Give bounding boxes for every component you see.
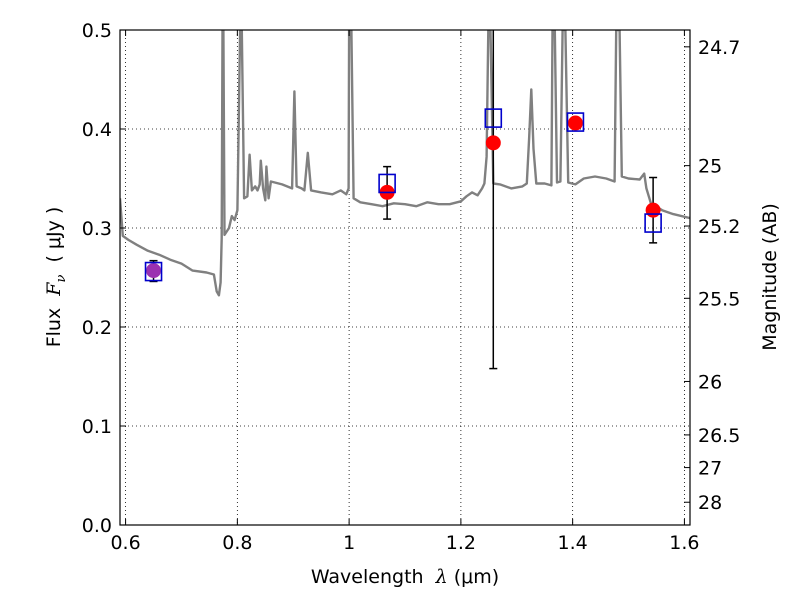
y-tick-label: 0.1 xyxy=(82,416,112,438)
x-tick-label: 0.6 xyxy=(110,532,140,554)
y2-tick-label: 24.7 xyxy=(698,37,740,59)
y-tick-label: 0.2 xyxy=(82,317,112,339)
x-axis-label: Wavelength λ (μm) xyxy=(311,566,499,588)
y2-tick-label: 27 xyxy=(698,458,722,480)
observed-point xyxy=(485,135,501,151)
y2-tick-label: 25.5 xyxy=(698,288,740,310)
model-photometry-point xyxy=(566,112,585,132)
error-bars xyxy=(149,30,658,370)
model-photometry-point xyxy=(144,261,163,282)
model-spectrum xyxy=(120,30,690,297)
model-photometry-point xyxy=(484,108,503,128)
y2-tick-label: 28 xyxy=(698,492,722,514)
y-axis-label-prefix: Flux xyxy=(43,296,65,348)
model-photometry-point xyxy=(644,213,662,233)
y-tick-label: 0.4 xyxy=(82,119,112,141)
model-photometry-points xyxy=(144,108,662,282)
grid-lines xyxy=(120,29,690,526)
x-axis-label-unit: (μm) xyxy=(448,566,499,588)
x-tick-label: 0.8 xyxy=(222,532,252,554)
x-axis: 0.6 0.8 1 1.2 1.4 1.6 xyxy=(110,30,700,554)
y2-tick-label: 26.5 xyxy=(698,425,740,447)
x-tick-label: 1.2 xyxy=(446,532,476,554)
y2-tick-label: 25.2 xyxy=(698,216,740,238)
x-tick-label: 1 xyxy=(343,532,355,554)
y-tick-label: 0.5 xyxy=(82,20,112,42)
observed-point xyxy=(645,202,661,218)
x-axis-label-symbol: λ xyxy=(435,566,448,588)
model-photometry-point xyxy=(378,173,396,194)
y-axis-label: Flux Fν ( μJy ) xyxy=(43,207,69,348)
plot-frame xyxy=(119,29,691,526)
y2-tick-label: 26 xyxy=(698,371,722,393)
y-tick-label: 0.3 xyxy=(82,218,112,240)
observed-point xyxy=(146,263,162,279)
x-tick-label: 1.6 xyxy=(669,532,699,554)
model-spectrum-line xyxy=(120,30,690,297)
y2-axis-label: Magnitude (AB) xyxy=(759,203,781,351)
x-axis-label-prefix: Wavelength xyxy=(311,566,436,588)
observed-point xyxy=(567,115,583,131)
y2-tick-label: 25 xyxy=(698,156,722,178)
x-tick-label: 1.4 xyxy=(558,532,588,554)
y-axis-label-symbol: F xyxy=(43,282,65,297)
y-tick-label: 0.0 xyxy=(82,515,112,537)
y-axis-label-unit: ( μJy ) xyxy=(43,207,65,275)
y-axis-label-subscript: ν xyxy=(54,275,69,283)
y2-axis: 24.7 25 25.2 25.5 26 26.5 27 28 xyxy=(684,37,740,514)
y-axis: 0.0 0.1 0.2 0.3 0.4 0.5 xyxy=(82,20,126,537)
